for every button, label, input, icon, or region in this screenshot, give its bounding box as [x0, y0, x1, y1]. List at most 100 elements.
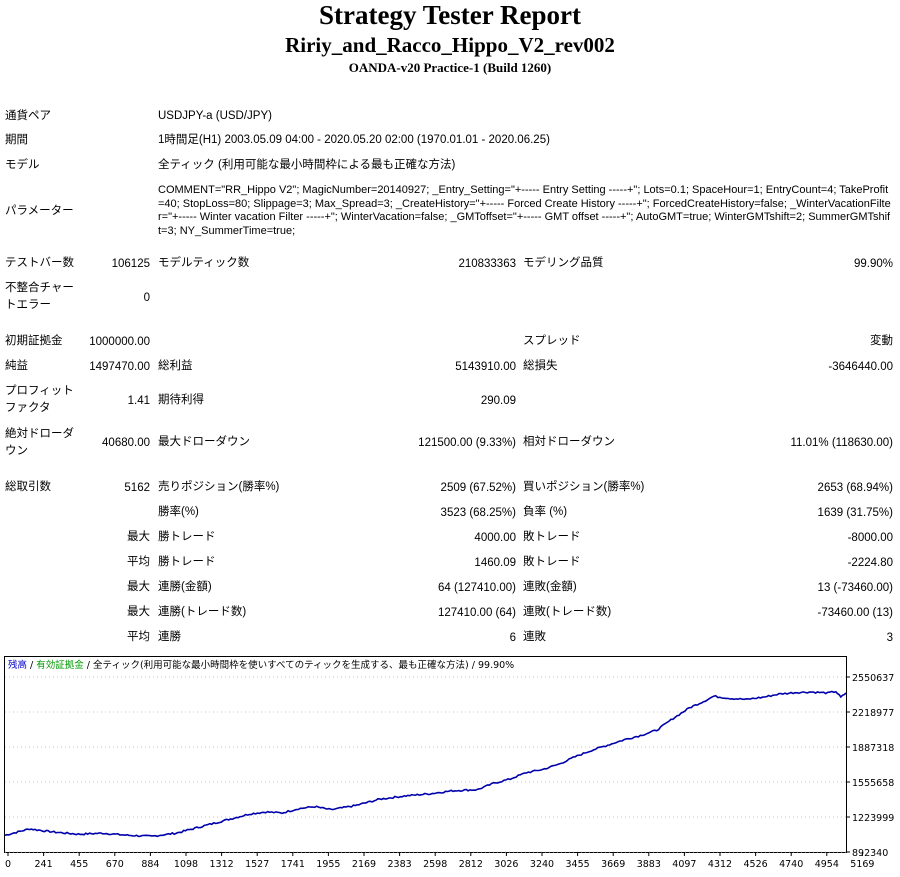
y-tick-label: 1887318: [852, 743, 894, 754]
modeling-quality-value: 99.90%: [853, 258, 893, 270]
mismatch-label-1: 不整合チャー: [5, 282, 74, 294]
legend-sep: /: [27, 660, 36, 671]
loss-pct-label: 負率 (%): [523, 506, 568, 518]
max-loss-trade-value: -8000.00: [847, 532, 893, 544]
loss-pct-value: 1639 (31.75%): [817, 507, 893, 519]
gross-loss-value: -3646440.00: [828, 361, 893, 373]
mismatch-value: 0: [143, 292, 150, 304]
avg-row-label: 平均: [127, 556, 150, 568]
short-positions-label: 売りポジション(勝率%): [158, 481, 280, 493]
legend-balance: 残高: [8, 659, 27, 671]
model-ticks-value: 210833363: [458, 258, 516, 270]
y-tick-label: 892340: [852, 848, 888, 859]
gross-profit-label: 総利益: [158, 360, 193, 372]
x-tick-label: 3455: [566, 859, 590, 870]
equity-chart: 残高 / 有効証拠金 / 全ティック(利用可能な最小時間枠を使いすべてのティック…: [4, 656, 894, 870]
symbol-label: 通貨ペア: [5, 110, 51, 122]
x-tick-label: 3669: [601, 859, 625, 870]
legend-equity: 有効証拠金: [36, 659, 84, 671]
gross-profit-value: 5143910.00: [455, 361, 516, 373]
spread-value: 変動: [870, 335, 893, 347]
chart-frame: [4, 656, 847, 853]
x-tick-label: 884: [141, 859, 159, 870]
max-drawdown-label: 最大ドローダウン: [158, 436, 250, 448]
params-value: COMMENT="RR_Hippo V2"; MagicNumber=20140…: [158, 184, 891, 237]
max-win-trade-value: 4000.00: [474, 532, 516, 544]
x-tick-label: 3240: [530, 859, 554, 870]
balance-line: [4, 690, 847, 838]
cons-loss-money-label: 連敗(金額): [523, 581, 577, 593]
model-value: 全ティック (利用可能な最小時間枠による最も正確な方法): [158, 159, 456, 171]
x-axis: 0 241 455 670 884 1098 1312 1527 1741 1955 2169 238…: [5, 852, 874, 870]
x-tick-label: 4740: [779, 859, 803, 870]
x-tick-label: 2169: [352, 859, 376, 870]
x-tick-label: 1098: [174, 859, 198, 870]
deposit-label: 初期証拠金: [5, 335, 63, 347]
total-trades-label: 総取引数: [5, 481, 51, 493]
gross-loss-label: 総損失: [523, 360, 558, 372]
avg-cons-win-label: 連勝: [158, 631, 181, 643]
short-positions-value: 2509 (67.52%): [440, 482, 516, 494]
test-bars-value: 106125: [111, 258, 150, 270]
model-ticks-label: モデルティック数: [158, 257, 250, 269]
cons-loss-count-label: 連敗(トレード数): [523, 606, 612, 618]
test-bars-label: テストバー数: [5, 257, 74, 269]
profit-factor-label-1: プロフィット: [5, 385, 74, 397]
long-positions-label: 買いポジション(勝率%): [523, 481, 645, 493]
x-tick-label: 2812: [459, 859, 483, 870]
x-tick-label: 4097: [672, 859, 696, 870]
x-tick-label: 2383: [388, 859, 412, 870]
cons-win-money-value: 64 (127410.00): [437, 582, 516, 594]
x-tick-label: 3883: [637, 859, 661, 870]
chart-legend: 残高 / 有効証拠金 / 全ティック(利用可能な最小時間枠を使いすべてのティック…: [8, 659, 514, 671]
y-tick-label: 2550637: [852, 673, 894, 684]
cons-win-count-value: 127410.00 (64): [437, 607, 516, 619]
report-title: Strategy Tester Report: [319, 0, 581, 30]
rel-drawdown-value: 11.01% (118630.00): [790, 437, 893, 449]
avg-loss-trade-label: 敗トレード: [523, 556, 581, 568]
chart-grid: [5, 676, 846, 853]
cons-loss-count-value: -73460.00 (13): [817, 607, 893, 619]
x-tick-label: 1527: [245, 859, 269, 870]
y-tick-label: 2218977: [852, 708, 894, 719]
max-cons-count-row-label: 最大: [127, 606, 150, 618]
x-tick-label: 1955: [316, 859, 340, 870]
profit-factor-value: 1.41: [127, 395, 150, 407]
max-row-label: 最大: [127, 531, 150, 543]
model-label: モデル: [5, 159, 40, 171]
spread-label: スプレッド: [523, 335, 581, 347]
cons-win-money-label: 連勝(金額): [158, 581, 212, 593]
x-tick-label: 4954: [815, 859, 839, 870]
win-pct-value: 3523 (68.25%): [440, 507, 516, 519]
expected-payoff-label: 期待利得: [158, 394, 204, 406]
abs-drawdown-label-2: ウン: [5, 445, 28, 457]
abs-drawdown-value: 40680.00: [102, 437, 150, 449]
avg-cons-loss-label: 連敗: [523, 631, 546, 643]
x-tick-label: 1312: [210, 859, 234, 870]
x-tick-label: 4312: [708, 859, 732, 870]
avg-win-trade-label: 勝トレード: [158, 556, 216, 568]
cons-win-count-label: 連勝(トレード数): [158, 606, 247, 618]
legend-rest: / 全ティック(利用可能な最小時間枠を使いすべてのティックを生成する、最も正確な…: [84, 659, 514, 671]
max-win-trade-label: 勝トレード: [158, 531, 216, 543]
cons-loss-money-value: 13 (-73460.00): [817, 582, 893, 594]
chart-series: [4, 690, 847, 838]
x-tick-label: 4526: [744, 859, 768, 870]
y-tick-label: 1223999: [852, 813, 894, 824]
x-tick-label: 3026: [494, 859, 518, 870]
server-build: OANDA-v20 Practice-1 (Build 1260): [348, 60, 552, 75]
x-tick-label: 455: [70, 859, 88, 870]
profit-factor-label-2: ファクタ: [5, 402, 51, 414]
avg-loss-trade-value: -2224.80: [847, 557, 893, 569]
avg-cons-loss-value: 3: [886, 632, 893, 644]
avg-cons-win-value: 6: [509, 632, 516, 644]
ea-name: Ririy_and_Racco_Hippo_V2_rev002: [285, 33, 615, 57]
period-label: 期間: [5, 134, 28, 146]
avg-cons-row-label: 平均: [127, 631, 150, 643]
mismatch-label-2: トエラー: [5, 299, 51, 311]
x-tick-label: 2598: [423, 859, 447, 870]
abs-drawdown-label-1: 絶対ドローダ: [5, 428, 74, 440]
symbol-value: USDJPY-a (USD/JPY): [158, 110, 272, 122]
params-label: パラメーター: [5, 205, 74, 217]
y-tick-label: 1555658: [852, 778, 894, 789]
